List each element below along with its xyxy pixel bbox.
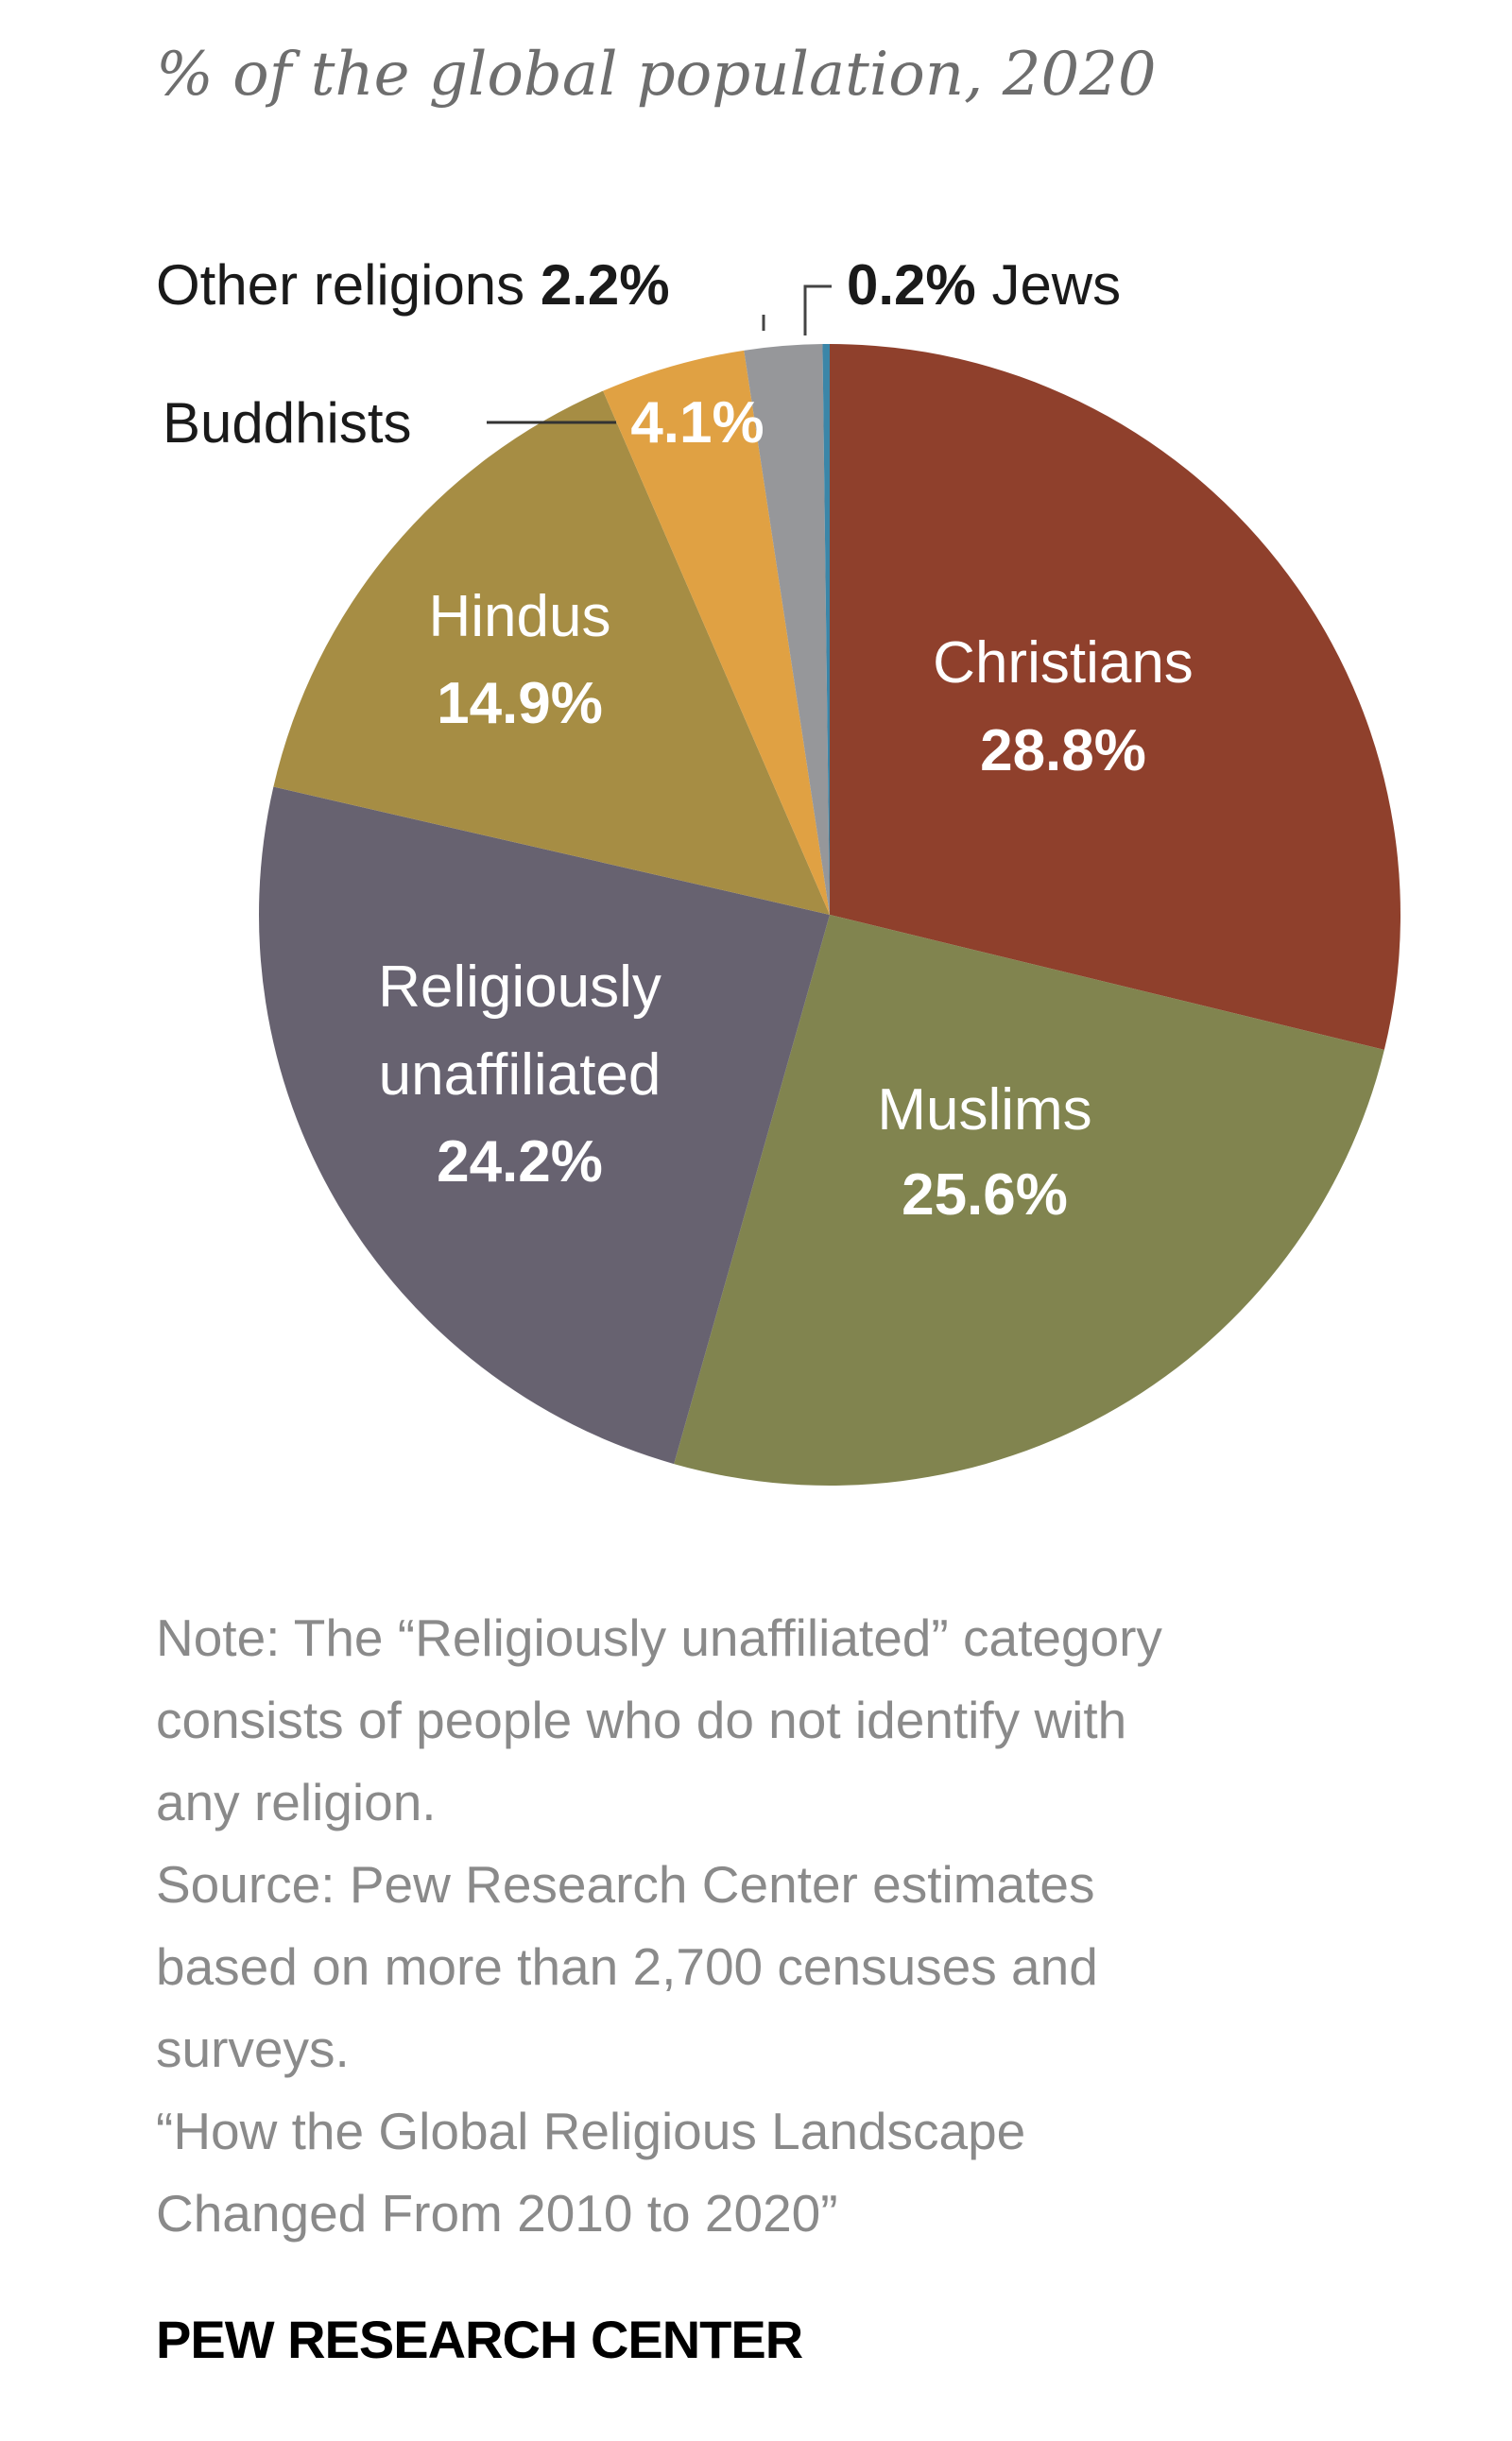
label-christians: Christians: [933, 630, 1194, 696]
label-buddhists: Buddhists: [163, 391, 412, 455]
report-title-line: Changed From 2010 to 2020”: [156, 2184, 838, 2243]
label-jews: 0.2% Jews: [847, 253, 1121, 317]
value-hindus: 14.9%: [437, 671, 603, 736]
label-unaffiliated-1: Religiously: [378, 954, 662, 1020]
pie-slice-religiously-unaffiliated: [258, 786, 830, 1465]
pie-slice-other-religions: [744, 344, 830, 915]
pie-slice-christians: [830, 344, 1401, 1050]
value-muslims: 25.6%: [902, 1162, 1068, 1228]
label-other-religions: Other religions 2.2%: [156, 253, 670, 317]
pie-slice-hindus: [273, 390, 831, 915]
pie-slice-jews: [822, 344, 830, 915]
value-buddhists: 4.1%: [630, 390, 764, 456]
label-hindus: Hindus: [429, 584, 611, 649]
source-line: surveys.: [156, 2020, 350, 2078]
note-line: any religion.: [156, 1773, 437, 1831]
pie-slice-muslims: [674, 915, 1384, 1486]
report-title-line: “How the Global Religious Landscape: [156, 2102, 1025, 2160]
source-line: based on more than 2,700 censuses and: [156, 1937, 1098, 1996]
label-unaffiliated-2: unaffiliated: [379, 1042, 662, 1108]
note-line: Note: The “Religiously unaffiliated” cat…: [156, 1608, 1162, 1667]
note-line: consists of people who do not identify w…: [156, 1691, 1126, 1749]
notes: Note: The “Religiously unaffiliated” cat…: [156, 1608, 1162, 2243]
brand-logo-text: PEW RESEARCH CENTER: [156, 2310, 803, 2369]
pie-slices: [258, 344, 1401, 1486]
leader-jews: [803, 284, 832, 335]
label-muslims: Muslims: [877, 1077, 1091, 1143]
value-christians: 28.8%: [980, 718, 1146, 783]
chart-title: % of the global population, 2020: [156, 40, 1157, 110]
pie-slice-buddhists: [603, 350, 830, 915]
source-line: Source: Pew Research Center estimates: [156, 1855, 1095, 1914]
value-unaffiliated: 24.2%: [437, 1129, 603, 1195]
